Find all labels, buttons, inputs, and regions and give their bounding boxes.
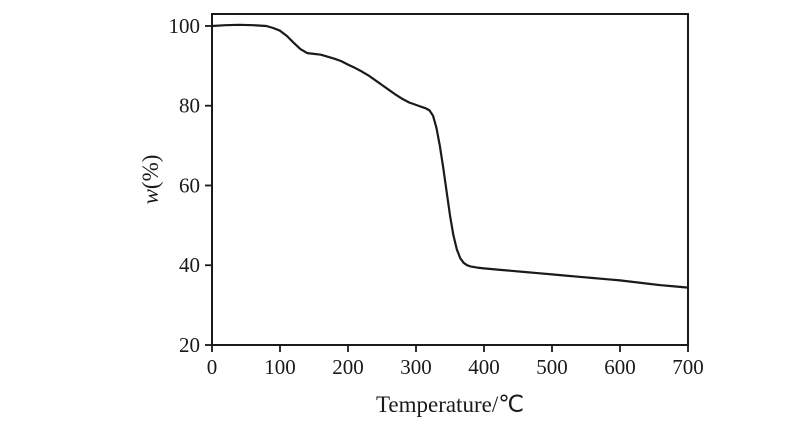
y-tick-label: 100 xyxy=(169,14,201,38)
x-tick-label: 600 xyxy=(604,355,636,379)
x-axis-label: Temperature/℃ xyxy=(376,392,524,417)
y-tick-label: 60 xyxy=(179,173,200,197)
x-tick-label: 400 xyxy=(468,355,500,379)
x-tick-label: 0 xyxy=(207,355,218,379)
x-tick-label: 700 xyxy=(672,355,704,379)
x-tick-label: 200 xyxy=(332,355,364,379)
x-tick-label: 300 xyxy=(400,355,432,379)
plot-frame xyxy=(211,13,689,346)
x-tick-label: 100 xyxy=(264,355,296,379)
curve-tga-mass-loss xyxy=(210,23,690,289)
x-tick-label: 500 xyxy=(536,355,568,379)
y-axis-label: w(%) xyxy=(138,155,163,205)
y-tick-label: 80 xyxy=(179,94,200,118)
y-tick-label: 40 xyxy=(179,253,200,277)
y-tick-label: 20 xyxy=(179,333,200,357)
